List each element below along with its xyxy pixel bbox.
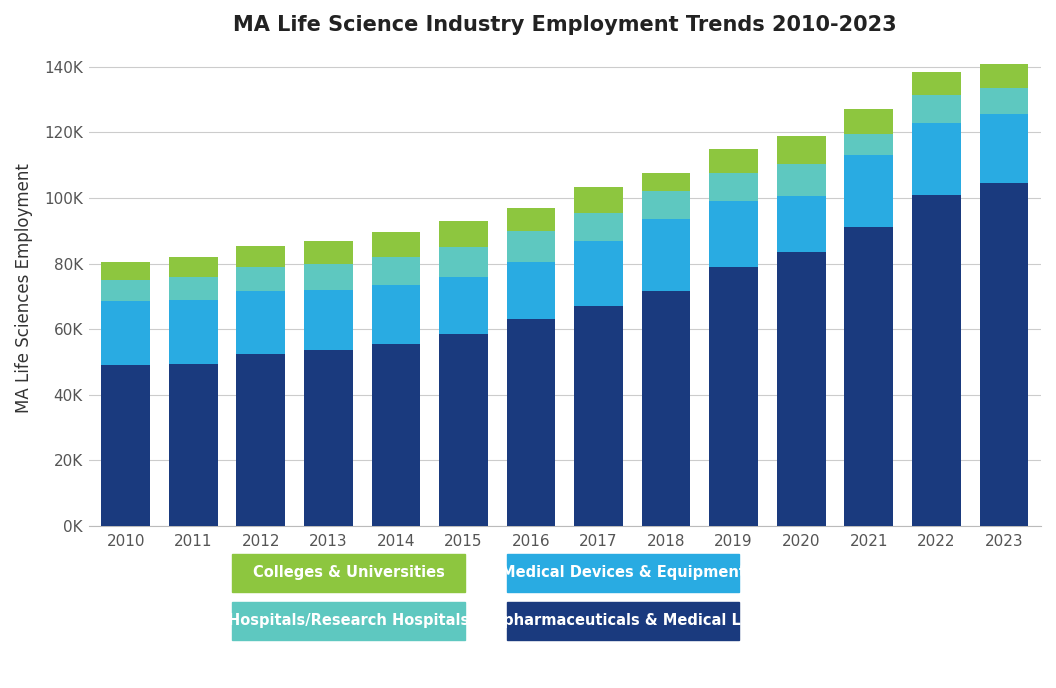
Bar — [980, 114, 1029, 183]
Bar — [912, 195, 961, 526]
Bar — [710, 149, 758, 173]
Text: Biopharmaceuticals & Medical Labs: Biopharmaceuticals & Medical Labs — [476, 614, 770, 628]
Bar — [980, 88, 1029, 114]
Bar — [845, 109, 893, 134]
Text: Colleges & Universities: Colleges & Universities — [252, 566, 445, 580]
Bar — [507, 208, 555, 230]
Bar — [574, 306, 623, 526]
Bar — [845, 155, 893, 228]
Bar — [237, 292, 285, 354]
Bar — [912, 95, 961, 122]
Bar — [642, 191, 691, 219]
Bar — [304, 290, 353, 350]
Bar — [710, 173, 758, 202]
Bar — [101, 301, 150, 365]
Bar — [169, 299, 218, 363]
Text: Hospitals/Research Hospitals: Hospitals/Research Hospitals — [228, 614, 469, 628]
Bar — [777, 252, 826, 526]
Bar — [169, 257, 218, 277]
Bar — [372, 344, 420, 526]
Bar — [574, 241, 623, 306]
Bar — [574, 213, 623, 241]
Bar — [439, 221, 488, 247]
Bar — [372, 285, 420, 344]
Bar — [507, 319, 555, 526]
Bar — [845, 228, 893, 526]
Bar — [169, 277, 218, 299]
Bar — [642, 173, 691, 191]
Bar — [777, 164, 826, 196]
Bar — [507, 230, 555, 262]
Bar — [439, 247, 488, 277]
Bar — [710, 202, 758, 267]
Bar — [710, 267, 758, 526]
Bar — [372, 257, 420, 285]
Bar — [101, 365, 150, 526]
Bar — [101, 262, 150, 280]
Y-axis label: MA Life Sciences Employment: MA Life Sciences Employment — [15, 163, 33, 413]
Bar — [845, 134, 893, 155]
Title: MA Life Science Industry Employment Trends 2010-2023: MA Life Science Industry Employment Tren… — [233, 15, 897, 35]
Bar — [101, 280, 150, 301]
Bar — [169, 363, 218, 526]
Bar — [237, 267, 285, 292]
Bar — [237, 246, 285, 267]
Bar — [642, 219, 691, 292]
Bar — [912, 122, 961, 195]
Bar — [304, 350, 353, 526]
Bar — [304, 241, 353, 264]
Bar — [912, 72, 961, 95]
Bar — [237, 354, 285, 526]
Bar — [574, 186, 623, 213]
Bar — [777, 136, 826, 164]
Bar — [777, 196, 826, 252]
Bar — [980, 183, 1029, 526]
Text: Medical Devices & Equipment: Medical Devices & Equipment — [501, 566, 746, 580]
Bar — [507, 262, 555, 319]
Bar — [439, 334, 488, 526]
Bar — [304, 264, 353, 290]
Bar — [980, 63, 1029, 88]
Bar — [372, 233, 420, 257]
Bar — [439, 277, 488, 334]
Bar — [642, 292, 691, 526]
